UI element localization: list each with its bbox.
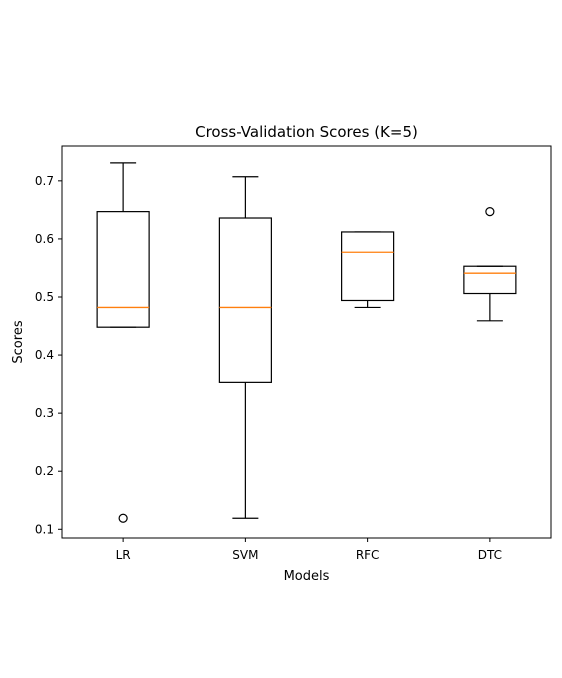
y-tick-label: 0.7 <box>35 174 54 188</box>
box-lr <box>96 162 150 523</box>
y-tick-label: 0.1 <box>35 522 54 536</box>
x-axis-label: Models <box>284 569 330 584</box>
x-tick-label: LR <box>116 548 131 562</box>
box-svm <box>218 176 272 519</box>
plot-area-frame <box>61 145 552 539</box>
outlier-point <box>118 513 128 523</box>
iqr-box <box>463 265 517 295</box>
y-tick-label: 0.6 <box>35 232 54 246</box>
x-axis-ticks: LR SVM RFC DTC <box>116 538 502 562</box>
box-series <box>96 162 517 523</box>
box-dtc <box>463 207 517 322</box>
y-tick-label: 0.5 <box>35 290 54 304</box>
y-axis-label: Scores <box>11 320 26 363</box>
iqr-box <box>341 231 395 302</box>
y-tick-label: 0.4 <box>35 348 54 362</box>
box-rfc <box>341 231 395 309</box>
y-axis-ticks: 0.1 0.2 0.3 0.4 0.5 0.6 0.7 <box>35 174 62 536</box>
y-tick-label: 0.2 <box>35 464 54 478</box>
x-tick-label: DTC <box>478 548 502 562</box>
iqr-box <box>96 211 150 328</box>
y-tick-label: 0.3 <box>35 406 54 420</box>
x-tick-label: SVM <box>232 548 258 562</box>
x-tick-label: RFC <box>356 548 380 562</box>
chart-title: Cross-Validation Scores (K=5) <box>195 123 418 141</box>
iqr-box <box>218 217 272 383</box>
outlier-point <box>485 207 495 217</box>
